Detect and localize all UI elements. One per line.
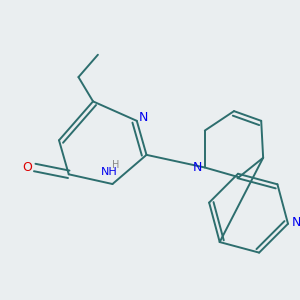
Text: H: H xyxy=(112,160,119,170)
Text: N: N xyxy=(139,111,148,124)
Text: NH: NH xyxy=(101,167,118,177)
Text: N: N xyxy=(193,161,202,174)
Text: N: N xyxy=(292,216,300,229)
Text: O: O xyxy=(22,161,32,174)
